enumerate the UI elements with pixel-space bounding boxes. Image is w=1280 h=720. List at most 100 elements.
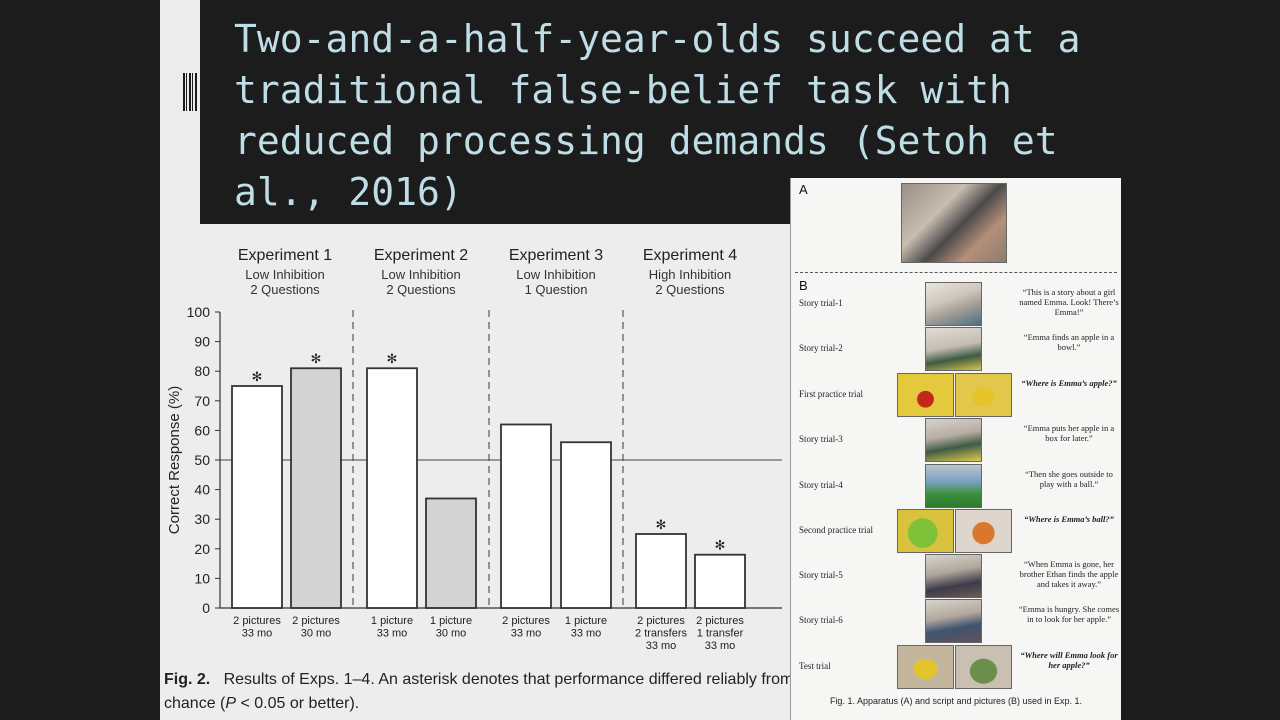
bar [425, 497, 477, 609]
script-row-text: “Emma is hungry. She comes in to look fo… [1018, 604, 1120, 624]
bar-label: 33 mo [377, 628, 408, 640]
panel-divider [795, 272, 1117, 273]
apparatus-photo [901, 183, 1007, 263]
experiment-title: Experiment 1 [238, 247, 332, 264]
caption-label: Fig. 2. [164, 671, 211, 688]
barcode-decoration [183, 73, 198, 111]
figure-2-chart: 0 10 20 30 40 50 60 70 80 90 100 Correct Response (… [160, 224, 791, 720]
bar-chart: 0 10 20 30 40 50 60 70 80 90 100 Correct Response (… [166, 247, 782, 652]
experiment-title: Experiment 2 [374, 247, 468, 264]
significance-star: ✻ [311, 352, 322, 367]
bar [560, 441, 612, 609]
bar-label: 2 pictures [696, 615, 744, 627]
experiment-questions: 2 Questions [250, 282, 320, 297]
script-row-label: First practice trial [799, 389, 863, 399]
y-tick-label: 0 [202, 600, 210, 616]
bar [694, 553, 746, 609]
bar-label: 2 pictures [233, 615, 281, 627]
bar-label: 1 picture [430, 615, 472, 627]
experiment-condition: Low Inhibition [516, 267, 596, 282]
script-row-text: “Where is Emma’s apple?” [1021, 378, 1117, 388]
bar-label: 33 mo [242, 628, 273, 640]
slide-title: Two-and-a-half-year-olds succeed at a tr… [234, 17, 1081, 214]
y-axis-label: Correct Response (%) [166, 386, 183, 534]
y-tick-label: 60 [194, 422, 210, 438]
bar-label: 2 pictures [637, 615, 685, 627]
script-row-label: Story trial-5 [799, 570, 843, 580]
script-row-picture [925, 327, 982, 371]
bar [500, 423, 552, 609]
experiment-title: Experiment 3 [509, 247, 603, 264]
script-row-label: Story trial-3 [799, 434, 843, 444]
bar-label: 33 mo [511, 628, 542, 640]
bar-label: 30 mo [436, 628, 467, 640]
y-tick-label: 100 [187, 304, 211, 320]
script-row-text: “When Emma is gone, her brother Ethan fi… [1019, 559, 1119, 589]
y-tick-label: 50 [194, 452, 210, 468]
experiment-condition: High Inhibition [649, 267, 731, 282]
script-row-text: “This is a story about a girl named Emma… [1019, 287, 1119, 317]
bar [290, 367, 342, 609]
y-tick-label: 30 [194, 511, 210, 527]
experiment-condition: Low Inhibition [381, 267, 461, 282]
experiment-title: Experiment 4 [643, 247, 737, 264]
script-row-picture [925, 599, 982, 643]
y-tick-label: 20 [194, 541, 210, 557]
right-dark-margin [1120, 0, 1280, 720]
bar-label: 1 picture [371, 615, 413, 627]
script-row-picture [897, 373, 954, 417]
script-row-text: “Where will Emma look for her apple?” [1020, 650, 1118, 670]
script-row-label: Story trial-6 [799, 615, 843, 625]
bar-label: 2 transfers [635, 628, 687, 640]
script-row-picture [955, 373, 1012, 417]
bar-label: 33 mo [571, 628, 602, 640]
script-row-text: “Then she goes outside to play with a ba… [1025, 469, 1113, 489]
script-row-label: Story trial-2 [799, 343, 843, 353]
panel-a-label: A [799, 182, 808, 197]
figure-1-panel: A B Fig. 1. Apparatus (A) and script and… [790, 178, 1121, 720]
bar-label: 1 picture [565, 615, 607, 627]
significance-star: ✻ [387, 352, 398, 367]
script-row-label: Story trial-4 [799, 480, 843, 490]
figure-1-caption: Fig. 1. Apparatus (A) and script and pic… [829, 696, 1083, 706]
y-tick-label: 80 [194, 363, 210, 379]
script-row-picture [925, 418, 982, 462]
script-row-picture [955, 509, 1012, 553]
script-row-picture [897, 645, 954, 689]
experiment-condition: Low Inhibition [245, 267, 325, 282]
script-row-picture [925, 464, 982, 508]
experiment-questions: 2 Questions [386, 282, 456, 297]
caption-text: Results of Exps. 1–4. An asterisk denote… [164, 671, 794, 712]
script-row-label: Story trial-1 [799, 298, 843, 308]
y-tick-label: 40 [194, 482, 210, 498]
script-row-text: “Emma puts her apple in a box for later.… [1023, 423, 1115, 443]
script-row-picture [955, 645, 1012, 689]
y-tick-label: 90 [194, 334, 210, 350]
experiment-questions: 2 Questions [655, 282, 725, 297]
script-row-text: “Where is Emma’s ball?” [1024, 514, 1114, 524]
experiment-questions: 1 Question [525, 282, 588, 297]
figure-2-caption: Fig. 2. Results of Exps. 1–4. An asteris… [164, 668, 794, 716]
script-row-text: “Emma finds an apple in a bowl.” [1023, 332, 1115, 352]
y-tick-label: 70 [194, 393, 210, 409]
y-tick-label: 10 [194, 570, 210, 586]
bar [635, 533, 687, 609]
bar-label: 1 transfer [697, 628, 744, 640]
panel-b-label: B [799, 278, 808, 293]
bar-label: 2 pictures [502, 615, 550, 627]
significance-star: ✻ [656, 518, 667, 533]
script-row-picture [925, 554, 982, 598]
bar [231, 385, 283, 609]
bar-label: 33 mo [646, 640, 677, 652]
script-row-picture [897, 509, 954, 553]
script-row-label: Second practice trial [799, 525, 873, 535]
caption-end: < 0.05 or better). [236, 695, 360, 712]
bar [366, 367, 418, 609]
bar-label: 2 pictures [292, 615, 340, 627]
script-row-picture [925, 282, 982, 326]
caption-p: P [225, 695, 237, 712]
bar-label: 33 mo [705, 640, 736, 652]
script-row-label: Test trial [799, 661, 831, 671]
significance-star: ✻ [715, 539, 726, 554]
significance-star: ✻ [252, 370, 263, 385]
